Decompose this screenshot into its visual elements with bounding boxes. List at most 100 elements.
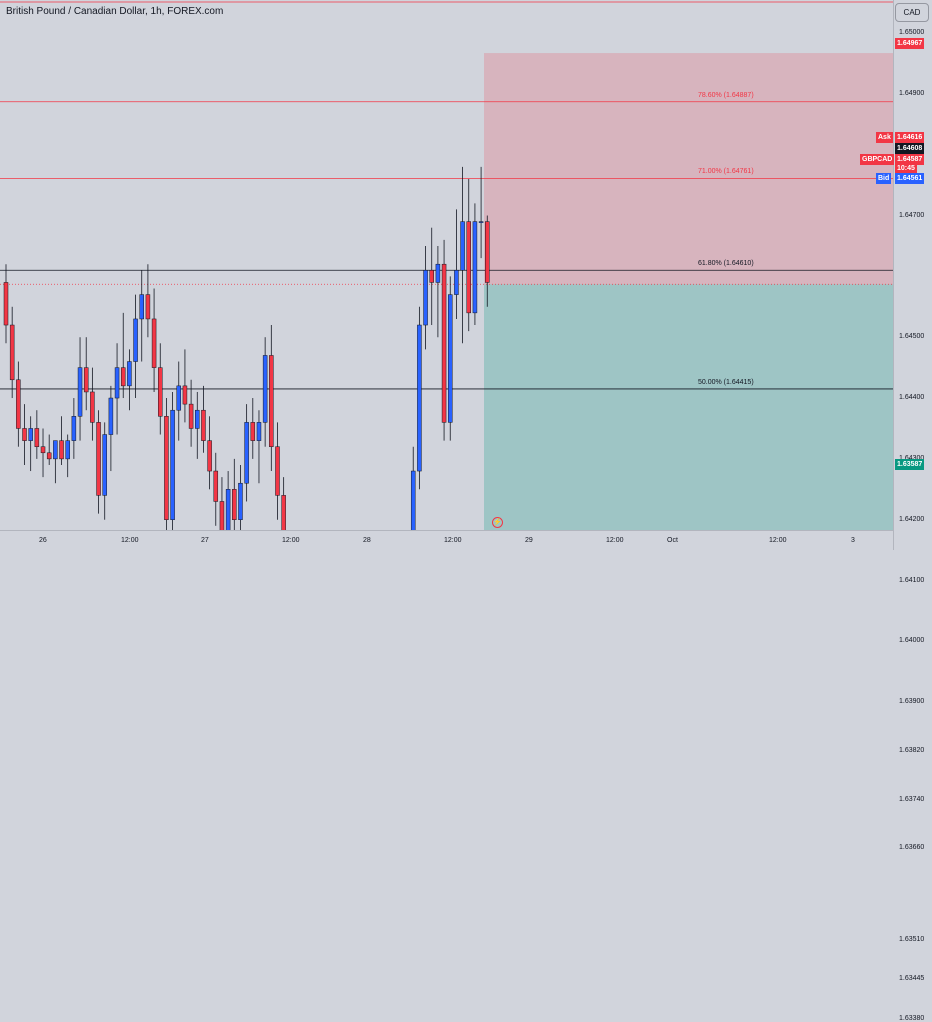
fib-level-label: 61.80% (1.64610): [698, 260, 754, 268]
candle-body: [102, 434, 107, 496]
candle-body: [71, 416, 77, 441]
candle-body: [108, 397, 114, 435]
candle-body: [417, 324, 422, 472]
time-tick: 26: [39, 537, 47, 544]
time-tick: Oct: [667, 537, 678, 544]
candle-body: [454, 270, 459, 295]
time-tick: 3: [851, 537, 855, 544]
time-tick: 12:00: [121, 537, 139, 544]
fib-level-label: 50.00% (1.64415): [698, 378, 754, 386]
candle-body: [139, 294, 144, 320]
candle-body: [59, 440, 64, 460]
candle-body: [176, 385, 182, 411]
candle-body: [22, 428, 27, 441]
price-tick: 1.64100: [899, 576, 925, 584]
price-tick: 1.63740: [899, 795, 925, 803]
candle-body: [447, 294, 453, 423]
price-tick: 1.64000: [899, 637, 925, 645]
plot-area[interactable]: British Pound / Canadian Dollar, 1h, FOR…: [0, 0, 893, 530]
candle-body: [40, 446, 46, 454]
candle-body: [281, 495, 286, 530]
candle-body: [441, 263, 447, 423]
time-tick: 27: [201, 537, 209, 544]
candle-body: [120, 367, 126, 387]
price-tick: 1.64300: [899, 455, 924, 462]
candle-body: [28, 428, 33, 441]
price-tick: 1.65000: [899, 29, 925, 36]
price-tick: 1.63510: [899, 935, 925, 943]
candle-body: [219, 501, 225, 530]
lightning-icon[interactable]: ⚡: [492, 517, 503, 528]
fib-level-label: 71.00% (1.64761): [698, 168, 754, 176]
candle-body: [65, 440, 70, 460]
candle-body: [244, 422, 249, 484]
bid-price-tag: 1.64561: [895, 173, 925, 184]
candle-body: [77, 367, 83, 417]
price-tick: 1.64400: [899, 394, 925, 402]
candle-body: [423, 270, 428, 326]
stop-price-tag: 1.64967: [895, 38, 925, 49]
price-tick: 1.63660: [899, 844, 925, 852]
price-tick: 1.64200: [899, 515, 925, 523]
candle-body: [182, 385, 188, 405]
candlestick-chart: [0, 1, 893, 530]
target-price-tag: 1.63587: [895, 459, 925, 470]
candle-body: [207, 440, 212, 472]
time-tick: 12:00: [606, 537, 624, 544]
price-axis[interactable]: 1.650001.649001.648001.647001.645001.644…: [893, 0, 932, 1022]
stop-loss-zone: [484, 53, 893, 285]
candle-body: [195, 409, 200, 429]
candle-body: [90, 391, 95, 423]
candle-body: [213, 470, 219, 502]
candle-body: [114, 367, 120, 399]
candle-body: [151, 318, 157, 368]
price-tick: 1.63445: [899, 975, 925, 983]
candle-body: [466, 221, 471, 314]
price-tick: 1.63820: [899, 746, 925, 754]
bid-label: Bid: [876, 173, 892, 184]
candle-body: [269, 355, 274, 447]
candle-body: [238, 482, 243, 520]
candle-body: [256, 422, 262, 441]
candle-body: [250, 422, 256, 441]
time-tick: 28: [363, 537, 371, 544]
take-profit-zone: [484, 284, 893, 530]
price-tick: 1.64900: [899, 89, 925, 97]
countdown-tag: 10:45: [895, 163, 917, 174]
candle-body: [485, 221, 490, 283]
candle-body: [164, 416, 169, 520]
candle-body: [9, 324, 15, 381]
candle-body: [232, 489, 237, 520]
candle-body: [83, 367, 89, 393]
candle-body: [3, 282, 9, 326]
candle-body: [145, 294, 151, 320]
time-tick: 12:00: [444, 537, 462, 544]
price-tick: 1.63380: [899, 1014, 925, 1022]
symbol-tag: GBPCAD: [860, 154, 895, 165]
candle-body: [472, 221, 478, 314]
candle-body: [201, 409, 206, 441]
time-tick: 12:00: [282, 537, 300, 544]
candle-body: [133, 318, 138, 362]
candle-body: [188, 403, 194, 429]
candle-body: [158, 367, 163, 417]
ask-label: Ask: [876, 132, 893, 143]
candle-body: [16, 379, 21, 429]
price-tick: 1.63900: [899, 698, 925, 706]
time-tick: 12:00: [769, 537, 787, 544]
currency-button[interactable]: CAD: [895, 3, 929, 22]
candle-body: [435, 263, 441, 283]
ask-price-tag: 1.64616: [895, 132, 925, 143]
candle-body: [262, 355, 268, 423]
fib-level-label: 78.60% (1.64887): [698, 91, 754, 99]
candle-body: [34, 428, 40, 447]
price-tick: 1.64700: [899, 211, 925, 219]
candle-body: [275, 446, 280, 496]
candle-body: [46, 452, 52, 460]
price-tick: 1.64500: [899, 333, 925, 341]
crosshair-price-tag: 1.64608: [895, 143, 925, 154]
time-axis[interactable]: 26 12:00 27 12:00 28 12:00 29 12:00 Oct 12:00 3: [0, 530, 893, 550]
chart-title: British Pound / Canadian Dollar, 1h, FOR…: [6, 6, 224, 17]
candle-body: [460, 221, 465, 271]
